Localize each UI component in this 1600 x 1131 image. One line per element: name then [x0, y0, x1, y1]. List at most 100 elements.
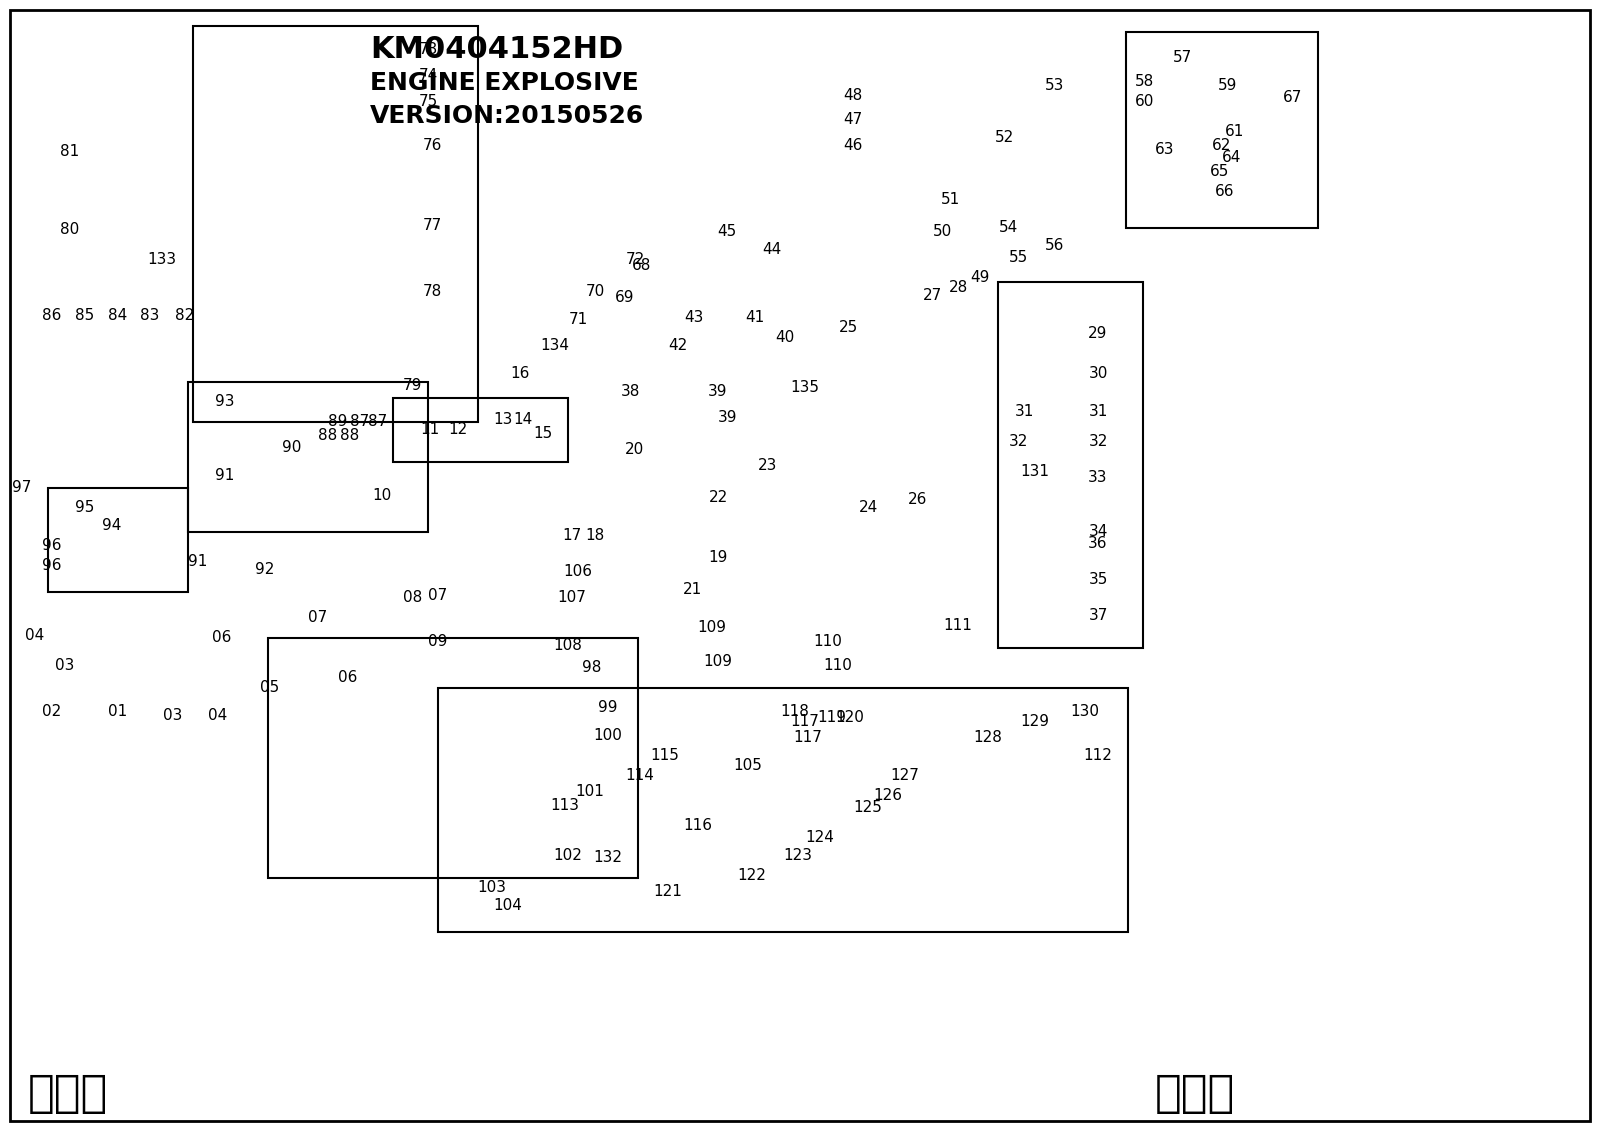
Text: 13: 13 [493, 413, 512, 428]
Text: 28: 28 [949, 280, 968, 295]
Text: 16: 16 [510, 365, 530, 380]
Text: 89: 89 [328, 414, 347, 430]
Text: 134: 134 [541, 337, 570, 353]
Text: 09: 09 [429, 634, 448, 649]
Text: 124: 124 [805, 830, 835, 846]
Text: 110: 110 [813, 634, 843, 649]
Text: 76: 76 [422, 138, 442, 153]
Text: 41: 41 [746, 311, 765, 326]
Text: 90: 90 [282, 440, 302, 456]
Text: 106: 106 [563, 564, 592, 579]
Text: 91: 91 [216, 467, 235, 483]
Text: 88: 88 [318, 428, 338, 442]
Text: 67: 67 [1283, 90, 1302, 105]
Text: 118: 118 [781, 705, 810, 719]
Text: 80: 80 [61, 223, 80, 238]
Text: 135: 135 [790, 380, 819, 396]
Text: 94: 94 [102, 518, 122, 533]
Text: 119: 119 [818, 710, 846, 725]
Text: 45: 45 [717, 224, 736, 240]
Text: 64: 64 [1222, 150, 1242, 165]
Text: 103: 103 [477, 881, 507, 896]
Text: 121: 121 [653, 884, 683, 899]
Text: 69: 69 [616, 291, 635, 305]
Text: 54: 54 [998, 221, 1018, 235]
Text: 96: 96 [42, 558, 62, 572]
Text: 01: 01 [109, 705, 128, 719]
Text: 60: 60 [1136, 95, 1155, 110]
Text: 105: 105 [733, 758, 763, 772]
Text: 95: 95 [75, 501, 94, 516]
Text: 38: 38 [621, 385, 640, 399]
Text: 21: 21 [682, 582, 702, 597]
Text: 59: 59 [1218, 78, 1238, 93]
Bar [438, 688, 1128, 932]
Text: 84: 84 [109, 308, 128, 322]
Text: 50: 50 [933, 224, 952, 240]
Text: 127: 127 [891, 768, 920, 783]
Text: 83: 83 [141, 308, 160, 322]
Text: 14: 14 [514, 413, 533, 428]
Text: 12: 12 [448, 423, 467, 438]
Text: 131: 131 [1021, 465, 1050, 480]
Text: 112: 112 [1083, 748, 1112, 762]
Text: 81: 81 [61, 145, 80, 159]
Text: 04: 04 [26, 628, 45, 642]
Text: 78: 78 [422, 285, 442, 300]
Text: 03: 03 [56, 657, 75, 673]
Text: 87: 87 [368, 414, 387, 430]
Text: 56: 56 [1045, 238, 1064, 252]
Text: 42: 42 [669, 337, 688, 353]
Text: 116: 116 [683, 818, 712, 832]
Text: 104: 104 [493, 898, 523, 913]
Text: 02: 02 [42, 705, 62, 719]
Text: 17: 17 [562, 527, 582, 543]
Text: 07: 07 [309, 611, 328, 625]
Text: 36: 36 [1088, 535, 1107, 551]
Text: 53: 53 [1045, 78, 1064, 93]
Text: 10: 10 [373, 487, 392, 502]
Text: 31: 31 [1016, 405, 1035, 420]
Text: KM0404152HD: KM0404152HD [370, 35, 624, 64]
Text: 15: 15 [533, 425, 552, 440]
Text: 128: 128 [973, 731, 1003, 745]
Text: 96: 96 [42, 537, 62, 553]
Text: 88: 88 [341, 428, 360, 442]
Text: 26: 26 [909, 492, 928, 508]
Text: 44: 44 [762, 242, 782, 258]
Text: 73: 73 [418, 43, 438, 58]
Text: 74: 74 [418, 68, 438, 83]
Text: 08: 08 [403, 590, 422, 605]
Text: VERSION:20150526: VERSION:20150526 [370, 104, 645, 128]
Text: 25: 25 [838, 320, 858, 336]
Text: 04: 04 [208, 708, 227, 723]
Text: 34: 34 [1088, 525, 1107, 539]
Text: 49: 49 [970, 270, 990, 285]
Text: 126: 126 [874, 787, 902, 803]
Text: 11: 11 [421, 423, 440, 438]
Text: 31: 31 [1088, 405, 1107, 420]
Text: 33: 33 [1088, 470, 1107, 485]
Text: 52: 52 [995, 130, 1014, 146]
Text: 58: 58 [1136, 75, 1155, 89]
Text: 129: 129 [1021, 715, 1050, 729]
Text: 100: 100 [594, 727, 622, 742]
Text: 93: 93 [216, 395, 235, 409]
Text: 35: 35 [1088, 572, 1107, 587]
Bar [1126, 32, 1318, 228]
Text: 03: 03 [163, 708, 182, 723]
Text: 86: 86 [42, 308, 62, 322]
Text: 110: 110 [824, 657, 853, 673]
Bar [194, 26, 478, 422]
Text: 91: 91 [189, 554, 208, 570]
Text: 130: 130 [1070, 705, 1099, 719]
Text: 133: 133 [147, 252, 176, 268]
Text: 108: 108 [554, 638, 582, 653]
Text: 107: 107 [557, 590, 587, 605]
Text: 07: 07 [429, 587, 448, 603]
Text: 102: 102 [554, 847, 582, 863]
Text: 55: 55 [1008, 250, 1027, 266]
Text: 05: 05 [261, 681, 280, 696]
Text: 66: 66 [1216, 184, 1235, 199]
Text: 98: 98 [582, 661, 602, 675]
